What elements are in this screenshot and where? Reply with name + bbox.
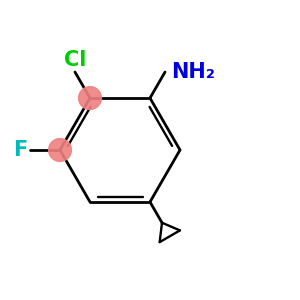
Text: NH₂: NH₂ [171, 62, 215, 82]
Text: Cl: Cl [64, 50, 86, 70]
Circle shape [79, 87, 101, 110]
Text: F: F [13, 140, 27, 160]
Circle shape [49, 139, 71, 161]
